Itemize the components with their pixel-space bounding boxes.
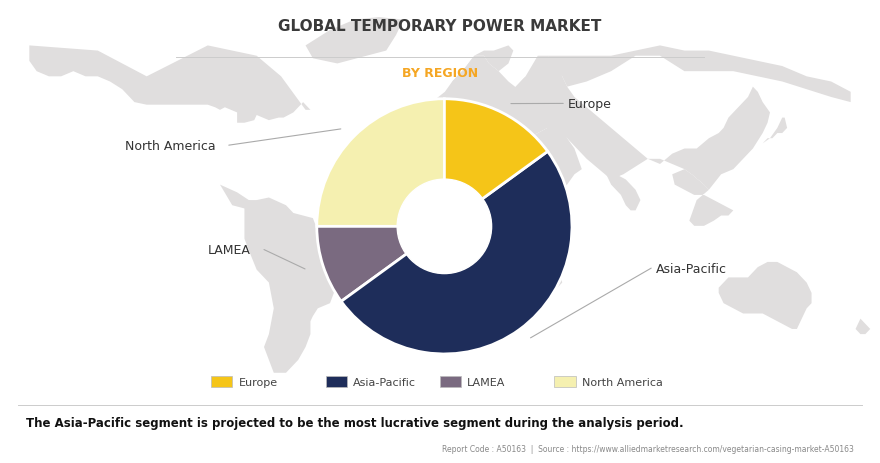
Text: Report Code : A50163  |  Source : https://www.alliedmarketresearch.com/vegetaria: Report Code : A50163 | Source : https://… <box>442 444 854 453</box>
Text: LAMEA: LAMEA <box>208 244 251 257</box>
Polygon shape <box>758 119 787 152</box>
Bar <box>326 376 347 388</box>
Bar <box>440 376 461 388</box>
Polygon shape <box>29 46 311 124</box>
Polygon shape <box>220 185 257 211</box>
Wedge shape <box>317 100 444 227</box>
Polygon shape <box>396 190 550 321</box>
Text: The Asia-Pacific segment is projected to be the most lucrative segment during th: The Asia-Pacific segment is projected to… <box>26 416 684 429</box>
Wedge shape <box>444 100 547 200</box>
Polygon shape <box>547 263 562 293</box>
Wedge shape <box>341 152 572 354</box>
Text: LAMEA: LAMEA <box>467 377 506 387</box>
Polygon shape <box>509 56 770 190</box>
Text: Europe: Europe <box>238 377 277 387</box>
Polygon shape <box>305 18 403 64</box>
Text: GLOBAL TEMPORARY POWER MARKET: GLOBAL TEMPORARY POWER MARKET <box>278 19 602 34</box>
Bar <box>554 376 576 388</box>
Polygon shape <box>606 170 641 211</box>
Polygon shape <box>415 56 533 139</box>
Polygon shape <box>528 129 582 206</box>
Circle shape <box>397 180 492 274</box>
Text: BY REGION: BY REGION <box>402 67 478 80</box>
Text: North America: North America <box>125 139 216 152</box>
Text: Europe: Europe <box>568 98 612 111</box>
Polygon shape <box>672 170 733 226</box>
Polygon shape <box>719 263 811 329</box>
Wedge shape <box>317 227 408 302</box>
Polygon shape <box>452 46 513 82</box>
Polygon shape <box>245 198 355 373</box>
Bar <box>211 376 232 388</box>
Text: Asia-Pacific: Asia-Pacific <box>353 377 416 387</box>
Text: Asia-Pacific: Asia-Pacific <box>656 262 727 275</box>
Text: North America: North America <box>582 377 663 387</box>
Polygon shape <box>509 46 851 103</box>
Polygon shape <box>855 319 870 334</box>
